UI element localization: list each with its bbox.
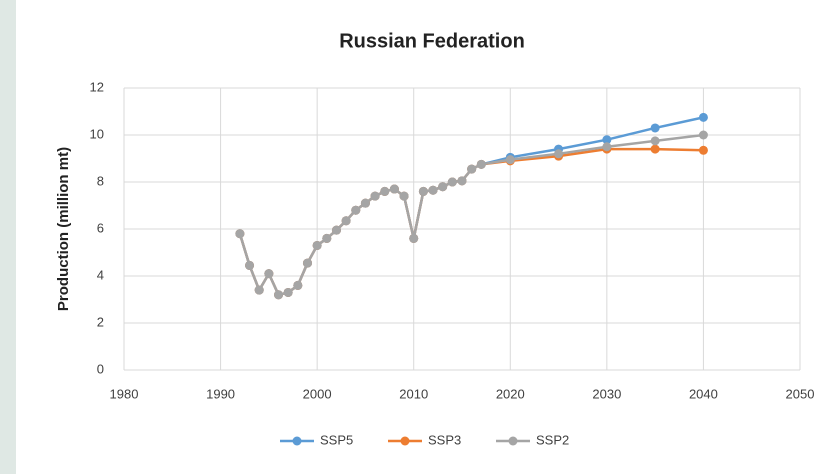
legend-marker [400, 436, 410, 446]
data-point [283, 287, 293, 297]
y-tick-label: 12 [90, 79, 104, 94]
y-tick-label: 6 [97, 220, 104, 235]
x-tick-label: 2010 [399, 386, 428, 401]
data-point [650, 136, 660, 146]
data-point [399, 191, 409, 201]
y-axis-label: Production (million mt) [55, 147, 72, 311]
x-tick-label: 2000 [303, 386, 332, 401]
data-point [254, 285, 264, 295]
data-point [698, 130, 708, 140]
data-point [293, 280, 303, 290]
data-point [418, 186, 428, 196]
y-tick-label: 4 [97, 267, 104, 282]
legend-label: SSP5 [320, 432, 353, 447]
data-point [370, 191, 380, 201]
data-point [360, 198, 370, 208]
x-tick-label: 1980 [110, 386, 139, 401]
legend-marker [508, 436, 518, 446]
y-tick-label: 2 [97, 314, 104, 329]
data-point [467, 164, 477, 174]
data-point [602, 135, 612, 145]
data-point [264, 269, 274, 279]
data-point [698, 145, 708, 155]
data-point [341, 216, 351, 226]
data-point [380, 186, 390, 196]
data-point [245, 260, 255, 270]
data-point [505, 155, 515, 165]
data-point [438, 182, 448, 192]
legend-label: SSP3 [428, 432, 461, 447]
y-tick-label: 10 [90, 126, 104, 141]
series-line [238, 133, 704, 297]
data-point [389, 184, 399, 194]
y-tick-label: 8 [97, 173, 104, 188]
data-point [351, 205, 361, 215]
data-point [409, 233, 419, 243]
x-tick-label: 2020 [496, 386, 525, 401]
x-tick-label: 2030 [592, 386, 621, 401]
data-point [428, 185, 438, 195]
x-tick-label: 2050 [786, 386, 815, 401]
data-point [235, 229, 245, 239]
x-tick-label: 1990 [206, 386, 235, 401]
chart-card [16, 0, 832, 474]
data-point [312, 240, 322, 250]
data-point [457, 176, 467, 186]
y-tick-label: 0 [97, 361, 104, 376]
legend-marker [292, 436, 302, 446]
data-point [602, 142, 612, 152]
chart-title: Russian Federation [339, 30, 525, 52]
data-point [476, 159, 486, 169]
data-point [447, 177, 457, 187]
data-point [322, 233, 332, 243]
data-point [650, 144, 660, 154]
data-point [331, 225, 341, 235]
data-point [650, 123, 660, 133]
x-tick-label: 2040 [689, 386, 718, 401]
data-point [302, 258, 312, 268]
legend-label: SSP2 [536, 432, 569, 447]
data-point [554, 149, 564, 159]
data-point [274, 290, 284, 300]
data-point [698, 112, 708, 122]
